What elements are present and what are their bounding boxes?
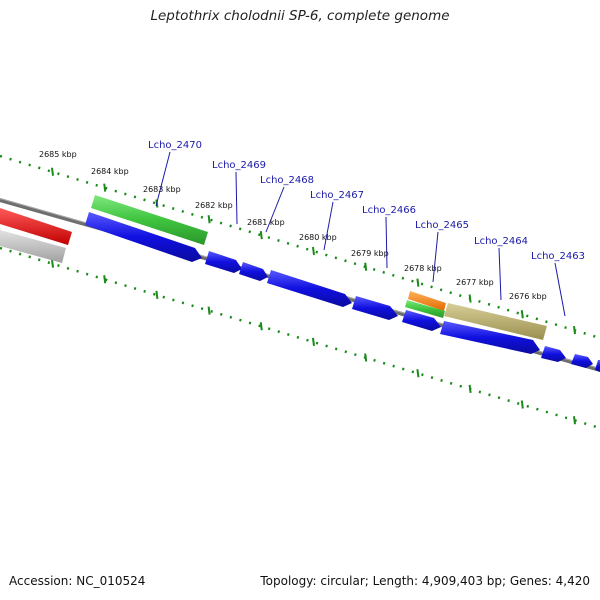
red-feature	[0, 208, 72, 245]
kbp-label: 2685 kbp	[39, 150, 77, 159]
major-tick	[416, 369, 420, 378]
major-tick	[103, 275, 107, 284]
kbp-labels: 2685 kbp 2684 kbp 2683 kbp 2682 kbp 2681…	[39, 150, 547, 301]
gene-label: Lcho_2468	[260, 175, 314, 186]
accession-text: Accession: NC_010524	[9, 574, 146, 588]
major-tick	[51, 167, 54, 176]
kbp-label: 2683 kbp	[143, 185, 181, 194]
major-tick	[312, 337, 315, 347]
gene-label: Lcho_2470	[148, 140, 202, 151]
cds-lcho-2470	[85, 212, 202, 262]
kbp-label: 2681 kbp	[247, 218, 285, 227]
cds-lcho-2467	[267, 270, 352, 307]
gene-labels: Lcho_2470 Lcho_2469 Lcho_2468 Lcho_2467 …	[148, 140, 585, 262]
olive-feature-lcho-2464	[444, 303, 547, 340]
green-feature-lcho-2465	[405, 300, 445, 318]
gene-label: Lcho_2466	[362, 205, 416, 216]
major-tick	[207, 306, 211, 315]
cds-unnamed-2	[595, 360, 600, 372]
cds-lcho-2469	[205, 251, 242, 273]
cds-lcho-2466	[352, 296, 398, 320]
gene-label: Lcho_2469	[212, 160, 266, 171]
cds-lcho-2464	[440, 321, 540, 354]
major-tick	[520, 400, 524, 409]
major-tick	[573, 416, 576, 425]
major-tick	[51, 259, 54, 268]
topology-text: Topology: circular; Length: 4,909,403 bp…	[260, 574, 590, 588]
major-tick	[364, 262, 368, 271]
major-tick	[468, 384, 472, 394]
kbp-label: 2680 kbp	[299, 233, 337, 242]
cds-lcho-2468	[239, 262, 268, 281]
major-tick	[416, 278, 420, 287]
kbp-label: 2676 kbp	[509, 292, 547, 301]
major-tick	[520, 310, 524, 319]
cds-lcho-2465	[402, 310, 441, 331]
major-tick	[259, 322, 263, 331]
major-tick	[207, 215, 211, 224]
gene-label: Lcho_2463	[531, 251, 585, 262]
major-tick	[364, 353, 368, 362]
map-title: Leptothrix cholodnii SP-6, complete geno…	[150, 8, 450, 24]
gene-label: Lcho_2467	[310, 190, 364, 201]
kbp-label: 2678 kbp	[404, 264, 442, 273]
major-tick	[468, 294, 472, 303]
kbp-label: 2684 kbp	[91, 167, 129, 176]
major-tick	[103, 183, 107, 192]
gene-label: Lcho_2465	[415, 220, 469, 231]
cds-lcho-2463	[541, 346, 566, 362]
orange-feature-lcho-2465	[408, 291, 446, 311]
kbp-label: 2679 kbp	[351, 249, 389, 258]
cds-unnamed-1	[571, 354, 593, 368]
major-tick	[155, 290, 159, 300]
kbp-label: 2677 kbp	[456, 278, 494, 287]
major-ticks	[51, 167, 576, 425]
green-feature-lcho-2470	[91, 195, 208, 245]
kbp-label: 2682 kbp	[195, 201, 233, 210]
major-tick	[312, 246, 315, 256]
major-tick	[259, 230, 263, 240]
gene-leader-lines	[155, 151, 566, 317]
gene-label: Lcho_2464	[474, 236, 528, 247]
major-tick	[573, 325, 576, 335]
grey-feature	[0, 230, 66, 263]
